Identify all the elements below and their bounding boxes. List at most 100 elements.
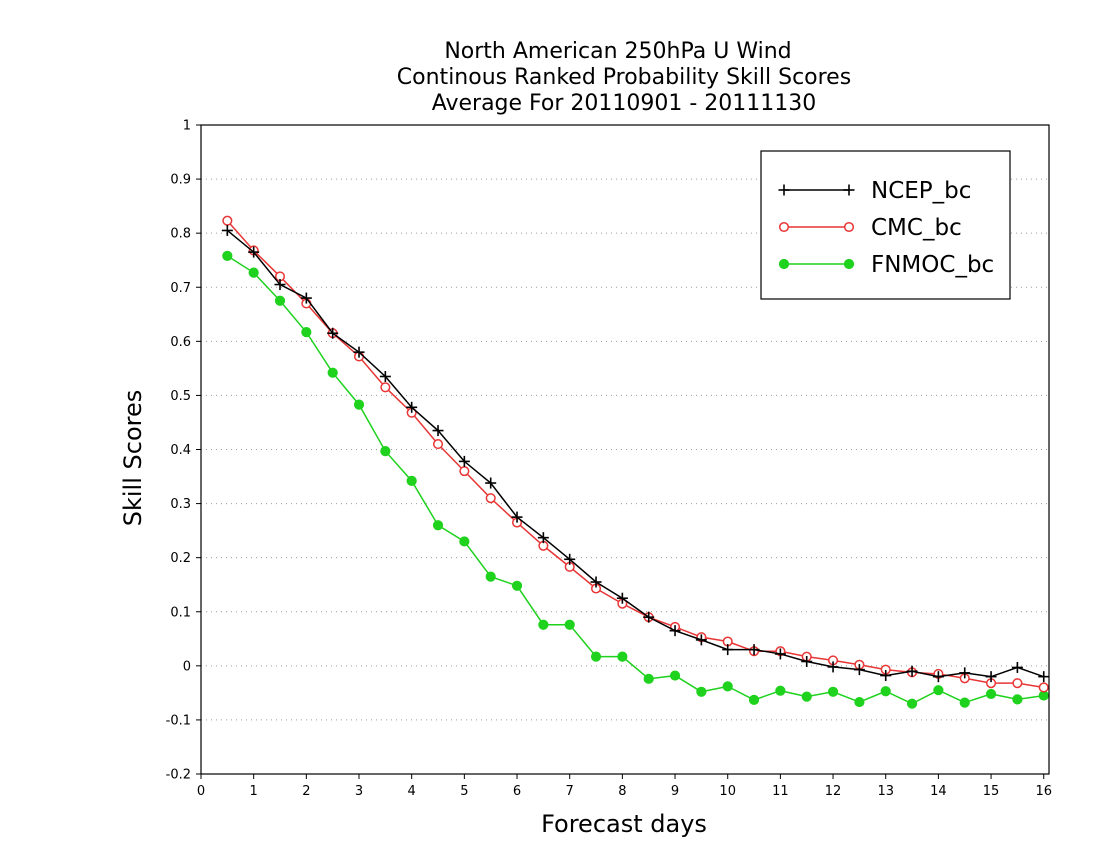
data-point-fnmoc-bc — [459, 536, 470, 547]
y-tick-label: -0.2 — [166, 768, 191, 783]
x-tick-label: 11 — [772, 784, 789, 799]
data-point-ncep-bc — [537, 532, 549, 544]
y-tick-label: 0.7 — [170, 281, 191, 296]
data-point-fnmoc-bc — [827, 686, 839, 697]
legend-marker — [778, 184, 790, 196]
data-point-cmc-bc — [1038, 682, 1049, 693]
y-tick-label: 0.2 — [170, 551, 191, 566]
data-point-fnmoc-bc — [696, 686, 707, 697]
data-point-ncep-bc — [1038, 671, 1050, 683]
data-point-fnmoc-bc — [380, 446, 391, 457]
y-axis-ticks: -0.2 -0.1 0 0.1 0.2 0.3 0.4 0.5 0.6 0.7 0.8 0.9 1 — [166, 119, 201, 783]
series-ncep-bc — [221, 224, 1050, 683]
data-point-ncep-bc — [748, 644, 760, 656]
legend-item-ncep-bc: NCEP_bc — [778, 178, 971, 204]
y-tick-label: 0.5 — [170, 389, 191, 404]
legend-marker — [778, 258, 790, 270]
data-point-ncep-bc — [985, 671, 997, 683]
x-tick-label: 8 — [618, 784, 626, 799]
data-point-fnmoc-bc — [248, 267, 259, 278]
data-point-fnmoc-bc — [222, 250, 233, 261]
data-point-ncep-bc — [827, 661, 839, 673]
data-point-fnmoc-bc — [669, 670, 681, 681]
legend-label: CMC_bc — [871, 215, 962, 241]
x-tick-label: 10 — [719, 784, 736, 799]
title-line-2: Continous Ranked Probability Skill Score… — [397, 65, 851, 90]
y-tick-label: 1 — [183, 119, 191, 134]
y-tick-label: 0.3 — [170, 497, 191, 512]
x-tick-label: 14 — [930, 784, 947, 799]
x-tick-label: 15 — [983, 784, 1000, 799]
x-axis-ticks: 0 1 2 3 4 5 6 7 8 9 10 11 12 13 14 15 16 — [197, 774, 1052, 799]
data-point-fnmoc-bc — [327, 367, 338, 378]
data-point-cmc-bc — [432, 439, 444, 450]
data-point-ncep-bc — [616, 592, 628, 604]
data-point-fnmoc-bc — [485, 571, 496, 582]
data-point-ncep-bc — [564, 553, 576, 565]
data-point-ncep-bc — [590, 576, 602, 588]
data-point-cmc-bc — [380, 382, 391, 393]
data-point-fnmoc-bc — [801, 691, 812, 702]
legend-label: FNMOC_bc — [871, 252, 994, 278]
data-point-ncep-bc — [643, 611, 655, 623]
data-point-ncep-bc — [274, 279, 286, 291]
data-point-fnmoc-bc — [722, 681, 733, 692]
data-point-fnmoc-bc — [590, 651, 602, 662]
data-point-ncep-bc — [669, 625, 681, 637]
data-point-fnmoc-bc — [564, 619, 575, 630]
x-axis-title: Forecast days — [541, 810, 707, 838]
y-tick-label: -0.1 — [166, 713, 191, 728]
data-point-fnmoc-bc — [1012, 694, 1023, 705]
data-point-ncep-bc — [1011, 661, 1023, 673]
data-point-fnmoc-bc — [854, 696, 865, 708]
data-point-fnmoc-bc — [617, 651, 628, 662]
data-point-ncep-bc — [248, 246, 260, 258]
data-point-fnmoc-bc — [643, 673, 654, 684]
data-point-ncep-bc — [880, 670, 892, 682]
legend: NCEP_bc CMC_bc FNMOC_bc — [760, 150, 1011, 300]
y-tick-label: 0.6 — [170, 335, 191, 350]
data-point-ncep-bc — [221, 224, 233, 236]
legend-item-fnmoc-bc: FNMOC_bc — [778, 252, 994, 278]
legend-item-cmc-bc: CMC_bc — [778, 215, 962, 241]
y-tick-label: 0.4 — [170, 443, 191, 458]
x-tick-label: 5 — [460, 784, 468, 799]
title-line-3: Average For 20110901 - 20111130 — [432, 91, 817, 116]
series-fnmoc-bc — [222, 250, 1049, 709]
legend-marker — [843, 221, 855, 233]
x-tick-label: 3 — [355, 784, 363, 799]
data-point-fnmoc-bc — [406, 475, 417, 486]
data-point-ncep-bc — [485, 477, 497, 489]
data-point-fnmoc-bc — [432, 520, 444, 531]
x-tick-label: 4 — [408, 784, 416, 799]
x-tick-label: 2 — [302, 784, 310, 799]
data-point-ncep-bc — [932, 671, 944, 683]
data-point-ncep-bc — [722, 644, 734, 656]
data-point-ncep-bc — [906, 665, 918, 677]
data-point-fnmoc-bc — [985, 688, 997, 700]
data-point-ncep-bc — [801, 656, 813, 668]
legend-marker — [843, 258, 855, 270]
data-point-fnmoc-bc — [748, 694, 760, 706]
data-point-ncep-bc — [853, 664, 865, 676]
data-point-fnmoc-bc — [959, 697, 970, 708]
data-point-ncep-bc — [695, 634, 707, 646]
data-point-fnmoc-bc — [301, 327, 312, 338]
data-point-fnmoc-bc — [933, 685, 944, 696]
y-tick-label: 0 — [183, 659, 191, 674]
title-line-1: North American 250hPa U Wind — [444, 39, 791, 64]
data-point-fnmoc-bc — [775, 685, 786, 696]
data-point-ncep-bc — [959, 667, 971, 679]
data-point-ncep-bc — [353, 346, 365, 358]
data-point-cmc-bc — [222, 215, 233, 226]
data-point-ncep-bc — [458, 455, 470, 467]
data-point-ncep-bc — [774, 648, 786, 660]
data-point-ncep-bc — [379, 370, 391, 382]
data-point-fnmoc-bc — [511, 580, 523, 591]
series-line-fnmoc-bc — [226, 255, 1044, 705]
data-point-cmc-bc — [1012, 678, 1023, 689]
y-tick-label: 0.8 — [170, 227, 191, 242]
data-point-ncep-bc — [432, 425, 444, 437]
x-tick-label: 9 — [671, 784, 679, 799]
